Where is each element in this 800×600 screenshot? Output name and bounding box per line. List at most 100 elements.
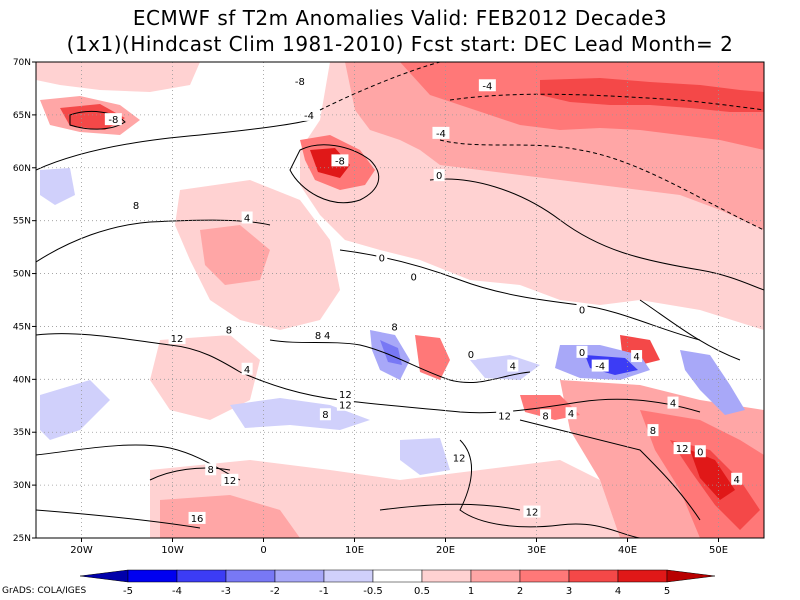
contour-label: 8 [391,322,397,333]
lat-tick-label: 30N [13,481,31,491]
contour-label: 12 [453,454,466,465]
contour-label-bg [376,251,388,264]
lat-tick-label: 70N [13,58,31,68]
contour-label: 0 [579,348,585,359]
map-frame [35,61,765,539]
contour-label: 8 [226,326,232,337]
colorbar-label: -5 [123,586,133,597]
lat-tick-label: 35N [13,428,31,438]
contour-label: 12 [339,390,352,401]
contour-label: 0 [436,171,442,182]
contour-label-bg [241,211,253,224]
contour-label-bg [465,347,477,360]
contour-label-bg [694,445,706,458]
contour-label: 4 [670,399,676,410]
contour-label-bg [319,408,331,421]
colorbar-arrow-high [666,569,716,583]
colorbar-bin [372,569,423,583]
contour-label: 12 [526,508,539,519]
contour-label-bg [576,303,588,316]
contour-label-bg [205,463,217,476]
colorbar-label: -2 [270,586,280,597]
colorbar-bin [274,569,325,583]
contour-label-bg [221,473,239,486]
contour-label-bg [478,79,496,92]
lon-tick-label: 40E [618,545,637,556]
colorbar-label: -0.5 [363,586,383,597]
contour-label: 12 [339,401,352,412]
colorbar-label: -3 [221,586,231,597]
contour-label-bg [450,451,468,464]
map-title-line-1: ECMWF sf T2m Anomalies Valid: FEB2012 De… [132,6,668,30]
lon-tick-label: 20W [70,545,93,556]
contour-label-bg [667,396,679,409]
contour-label-bg [647,424,659,437]
contour-label: 0 [468,350,474,361]
contour-label-bg [188,511,206,524]
colorbar-label: 4 [615,586,621,597]
colorbar-arrow-low [79,569,129,583]
contour-label-bg [168,332,186,345]
contour-label-bg [312,328,324,341]
contour-label-bg [540,409,552,422]
contour-label: 0 [410,273,416,284]
contour-label-bg [331,154,349,167]
lon-tick-label: 50E [709,545,728,556]
lat-tick-label: 45N [13,322,31,332]
contour-label: -4 [595,362,605,373]
contour-label: -8 [108,115,118,126]
colorbar-bin [323,569,374,583]
contour-label: -4 [482,81,492,92]
contour-label-bg [336,388,354,401]
anomaly-contours [36,62,764,538]
lat-tick-label: 25N [13,534,31,544]
contour-label-bg [241,362,253,375]
contour-label-bg [321,328,333,341]
contour-label: 0 [379,254,385,265]
contour-label: -4 [304,111,314,122]
contour-label-bg [576,345,588,358]
contour-label-bg [631,350,643,363]
contour-label-bg [565,407,577,420]
contour-label-bg [389,320,401,333]
contour-label: -8 [335,156,345,167]
contour-label: 4 [510,362,516,373]
lon-tick-label: 10E [345,545,364,556]
contour-label: 4 [734,475,740,486]
lat-tick-label: 40N [13,375,31,385]
contour-label-bg [523,505,541,518]
contour-label: 4 [244,213,250,224]
colorbar-bin [421,569,472,583]
contour-label: 8 [542,411,548,422]
contour-label-bg [408,270,420,283]
colorbar-bin [225,569,276,583]
contour-label-bg [223,323,235,336]
lon-tick-label: 30E [527,545,546,556]
colorbar-label: 0.5 [414,586,430,597]
colorbar-label: -4 [172,586,182,597]
colorbar-label: 5 [664,586,670,597]
contour-label: -4 [436,129,446,140]
colorbar-bin [617,569,668,583]
lat-tick-label: 65N [13,111,31,121]
colorbar-bin [470,569,521,583]
contour-label: 4 [633,352,639,363]
lat-tick-label: 55N [13,217,31,227]
contour-label-bg [291,75,309,88]
contour-label: 8 [133,201,139,212]
contour-label-bg [496,409,514,422]
contour-label: -8 [295,77,305,88]
contour-label-bg [104,113,122,126]
colorbar-label: 1 [468,586,474,597]
map-title-line-2: (1x1)(Hindcast Clim 1981-2010) Fcst star… [66,32,734,56]
contour-label: 12 [676,444,689,455]
contour-label-bg [300,108,318,121]
contour-label: 8 [315,331,321,342]
colorbar-label: 3 [566,586,572,597]
contour-label: 4 [324,331,330,342]
contour-label: 16 [191,514,204,525]
contour-label: 0 [579,306,585,317]
contour-label-bg [336,398,354,411]
contour-label: 8 [322,410,328,421]
